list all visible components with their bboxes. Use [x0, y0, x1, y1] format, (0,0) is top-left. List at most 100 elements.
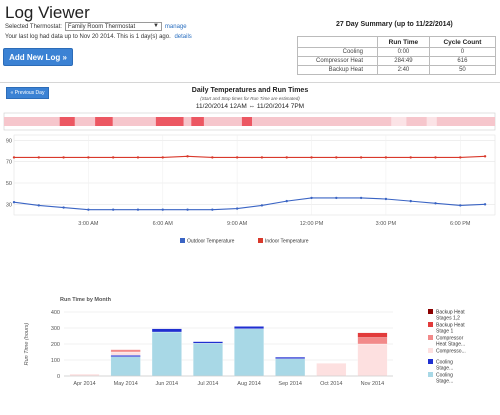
legend-label: Stages 1,2 [436, 316, 460, 322]
daily-chart-note: (Start and Stop times for Run Time are e… [200, 96, 300, 101]
legend-swatch [180, 238, 185, 243]
legend-label: Backup Heat [436, 310, 465, 316]
runtime-segment [59, 117, 75, 126]
thermostat-select-value: Family Room Thermostat [67, 23, 136, 30]
details-link[interactable]: details [174, 34, 192, 40]
bar-segment [357, 343, 388, 377]
x-tick-label: 6:00 AM [153, 221, 174, 227]
chevron-down-icon: ▼ [152, 23, 159, 29]
bar-segment [234, 328, 265, 377]
table-row: Backup Heat 2:40 50 [297, 65, 497, 75]
thermostat-selector-row: Selected Thermostat: Family Room Thermos… [5, 22, 187, 31]
y-tick-label: 90 [6, 138, 12, 144]
bar-segment [110, 349, 141, 353]
data-point [87, 156, 90, 159]
data-point [62, 156, 65, 159]
runtime-segment [191, 117, 204, 126]
data-point [161, 156, 164, 159]
legend-label: Stage... [436, 379, 453, 385]
x-tick-label: May 2014 [114, 381, 138, 387]
x-tick-label: 12:00 PM [300, 221, 324, 227]
data-point [37, 156, 40, 159]
daily-date-range: 11/20/2014 12AM ⇔ 11/20/2014 7PM [195, 103, 305, 110]
data-point [87, 208, 90, 211]
y-tick-label: 30 [6, 202, 12, 208]
runtime-strip [3, 112, 496, 131]
add-new-log-button[interactable]: Add New Log » [3, 48, 73, 66]
data-point [37, 204, 40, 207]
series-line [14, 155, 486, 158]
table-cell: 0:00 [377, 47, 430, 57]
table-row: Cooling 0:00 0 [297, 47, 497, 57]
x-tick-label: Jun 2014 [155, 381, 178, 387]
selected-thermostat-label: Selected Thermostat: [5, 23, 62, 30]
table-cell: Backup Heat [297, 65, 378, 75]
runtime-segment [406, 117, 427, 126]
data-point [434, 156, 437, 159]
data-point [235, 207, 239, 210]
data-point [12, 201, 16, 204]
runtime-segment [74, 117, 96, 126]
runtime-segment [112, 117, 156, 126]
data-point [335, 196, 338, 200]
data-point [186, 208, 189, 211]
data-point [211, 156, 214, 159]
runtime-segment [95, 117, 113, 126]
y-tick-label: 200 [51, 342, 60, 348]
legend-label: Stage 1 [436, 329, 453, 335]
y-axis-label: Run Time (hours) [24, 322, 30, 365]
y-tick-label: 100 [51, 358, 60, 364]
runtime-segment [203, 117, 242, 126]
data-point [111, 156, 115, 159]
legend-label: Indoor Temperature [265, 239, 309, 245]
runtime-segment [183, 117, 192, 126]
thermostat-select[interactable]: Family Room Thermostat ▼ [64, 22, 162, 31]
data-point [459, 204, 462, 207]
x-tick-label: Apr 2014 [73, 381, 95, 387]
data-point [161, 208, 164, 211]
data-point [409, 199, 412, 203]
data-point [285, 199, 288, 203]
data-point [483, 155, 487, 158]
temperature-chart: 30 50 70 90 3:00 AM 6:00 AM 9:00 AM 12:00 PM 3:0… [6, 134, 496, 245]
bar-segment [357, 337, 388, 345]
x-tick-label: 3:00 AM [78, 221, 99, 227]
series-line [13, 197, 486, 211]
data-point [459, 156, 462, 159]
legend-label: Cooling [436, 373, 453, 379]
runtime-segment [436, 117, 495, 126]
data-point [384, 156, 388, 159]
x-tick-label: 6:00 PM [450, 221, 471, 227]
last-log-status: Your last log had data up to Nov 20 2014… [5, 34, 192, 40]
previous-day-button[interactable]: « Previous Day [6, 87, 49, 99]
data-point [409, 156, 412, 159]
legend-label: Outdoor Temperature [187, 239, 235, 245]
runtime-segment [241, 117, 253, 126]
legend-swatch [428, 322, 433, 327]
bar-segment [275, 356, 306, 359]
bar-segment [275, 358, 306, 377]
x-tick-label: 3:00 PM [376, 221, 397, 227]
x-tick-label: Oct 2014 [320, 381, 342, 387]
y-tick-label: 0 [57, 374, 60, 380]
page-title: Log Viewer [5, 3, 90, 22]
data-point [136, 208, 140, 211]
bar-segment [151, 328, 182, 333]
data-point [111, 208, 115, 211]
manage-link[interactable]: manage [164, 23, 187, 30]
bar-segment [234, 326, 265, 329]
legend-swatch [428, 335, 433, 340]
y-tick-label: 300 [51, 326, 60, 332]
chart-title: Run Time by Month [60, 297, 112, 303]
legend-label: Heat Stage... [436, 342, 465, 348]
legend-swatch [428, 372, 433, 377]
x-tick-label: 9:00 AM [227, 221, 248, 227]
summary-col-header [297, 36, 378, 48]
bar-segment [110, 355, 141, 357]
legend-label: Cooling [436, 360, 453, 366]
bar-segment [357, 332, 388, 338]
table-cell: 0 [428, 47, 497, 57]
summary-col-header: Run Time [377, 36, 430, 48]
data-point [434, 202, 437, 205]
data-point [310, 156, 313, 159]
